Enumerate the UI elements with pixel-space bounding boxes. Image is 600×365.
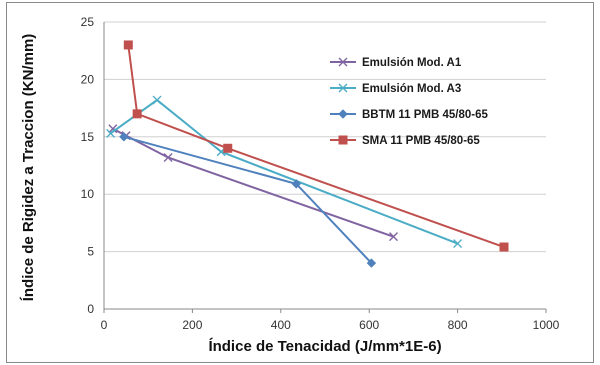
data-point-x-marker	[338, 57, 348, 67]
data-point-square-marker	[123, 40, 133, 50]
x-axis-title: Índice de Tenacidad (J/mm*1E-6)	[208, 338, 441, 355]
chart-frame: 0 5 10 15 20 25 0 200 400 600 800 1000 Emulsión Mod…	[6, 2, 594, 363]
legend-item-1: Emulsión Mod. A1	[330, 57, 462, 69]
y-axis-title: Índice de Rigidez a Traccion (KN/mm)	[20, 34, 37, 302]
x-tick-label: 800	[448, 318, 468, 332]
y-tick-label: 5	[87, 245, 94, 259]
y-tick-label: 10	[81, 187, 95, 201]
x-tick-label: 200	[182, 318, 202, 332]
grid	[104, 21, 546, 310]
x-tick-label: 1000	[533, 318, 560, 332]
legend: Emulsión Mod. A1 Emulsión Mod. A3 BBTM 11 …	[330, 57, 489, 147]
x-tick-label: 400	[271, 318, 291, 332]
chart-svg: 0 5 10 15 20 25 0 200 400 600 800 1000 Emulsión Mod…	[20, 15, 560, 355]
y-tick-label: 20	[81, 72, 95, 86]
series-layer	[106, 40, 509, 268]
data-point-square-marker	[223, 143, 233, 153]
y-tick-label: 0	[87, 302, 94, 316]
series-line	[127, 44, 505, 248]
series-line	[110, 98, 458, 245]
data-point-square-marker	[132, 109, 142, 119]
data-point-diamond-marker	[291, 179, 301, 189]
axes: 0 5 10 15 20 25 0 200 400 600 800 1000	[81, 15, 560, 332]
data-point-diamond-marker	[338, 109, 348, 119]
series-4	[123, 40, 509, 252]
x-tick-label: 0	[101, 318, 108, 332]
y-tick-label: 25	[81, 15, 95, 29]
data-point-x-marker	[152, 95, 162, 105]
data-point-x-marker	[453, 239, 463, 249]
legend-label: Emulsión Mod. A3	[362, 83, 461, 95]
data-point-diamond-marker	[119, 132, 129, 142]
data-point-x-marker	[163, 152, 173, 162]
data-point-square-marker	[338, 135, 348, 145]
legend-label: BBTM 11 PMB 45/80-65	[362, 109, 489, 121]
data-point-square-marker	[499, 242, 509, 252]
data-point-x-marker	[389, 232, 399, 242]
data-point-diamond-marker	[366, 258, 377, 268]
series-3	[119, 132, 377, 268]
y-tick-label: 15	[81, 130, 95, 144]
legend-label: SMA 11 PMB 45/80-65	[362, 135, 480, 147]
legend-item-2: Emulsión Mod. A3	[330, 83, 461, 95]
x-tick-label: 600	[359, 318, 379, 332]
data-point-x-marker	[108, 124, 118, 134]
legend-label: Emulsión Mod. A1	[362, 57, 462, 69]
data-point-x-marker	[338, 83, 348, 93]
series-line	[112, 127, 394, 238]
legend-item-3: BBTM 11 PMB 45/80-65	[330, 109, 489, 121]
legend-item-4: SMA 11 PMB 45/80-65	[330, 135, 480, 147]
data-point-x-marker	[106, 128, 116, 138]
series-1	[108, 124, 399, 242]
